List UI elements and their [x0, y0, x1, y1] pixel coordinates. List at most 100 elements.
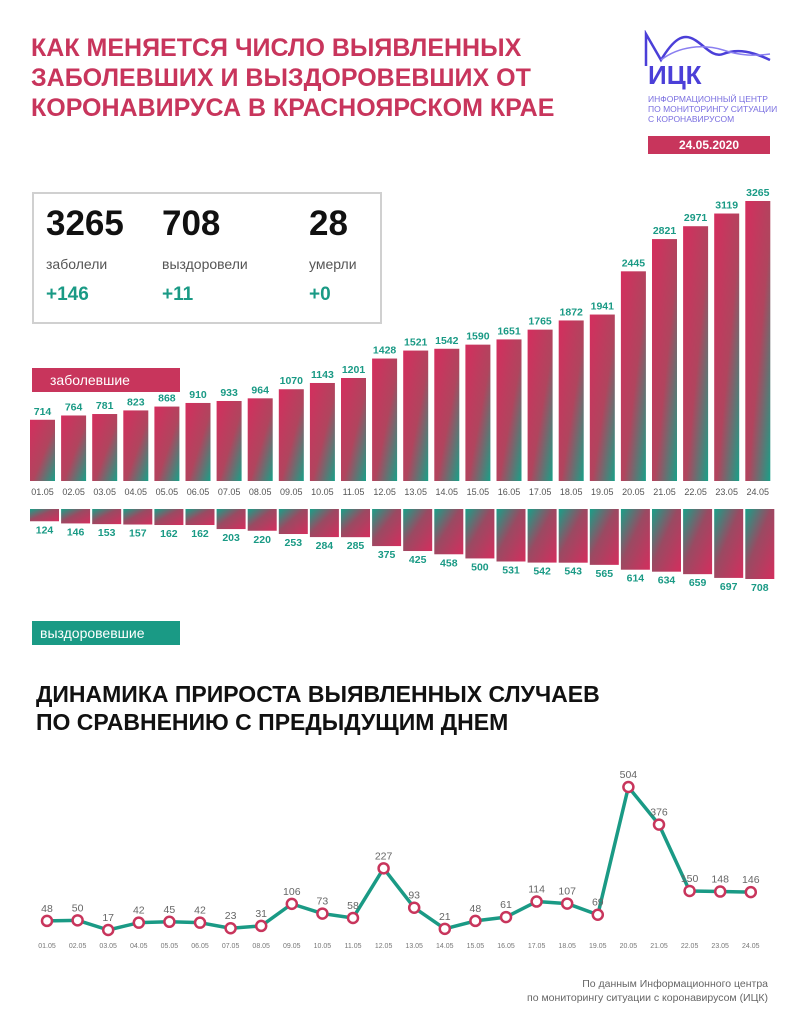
growth-point [316, 907, 329, 920]
growth-date-label: 08.05 [252, 943, 270, 950]
date-tick-label: 08.05 [249, 487, 272, 497]
growth-point [713, 885, 727, 898]
sick-bar-label: 1941 [591, 301, 615, 313]
stats-box: 3265 заболели +146 708 выздоровели +11 2… [32, 192, 382, 324]
growth-value-label: 69 [592, 897, 604, 909]
recovered-bar-label: 124 [36, 524, 54, 536]
growth-value-label: 114 [528, 884, 545, 896]
stat-recovered-change: +11 [162, 284, 194, 305]
growth-date-label: 10.05 [314, 943, 332, 950]
sick-bar [403, 350, 429, 481]
growth-date-label: 23.05 [711, 943, 729, 950]
title-line-1: КАК МЕНЯЕТСЯ ЧИСЛО ВЫЯВЛЕННЫХ [31, 34, 522, 62]
recovered-bar-label: 531 [502, 565, 520, 577]
growth-value-label: 150 [681, 873, 699, 885]
recovered-bar-label: 203 [222, 532, 240, 544]
recovered-bar [61, 509, 91, 524]
recovered-bar [745, 509, 775, 579]
stat-recovered-value: 708 [162, 204, 221, 243]
recovered-bar [216, 509, 246, 530]
growth-value-label: 31 [255, 908, 267, 920]
growth-value-label: 107 [558, 886, 576, 898]
recovered-bar [434, 509, 464, 555]
recovered-bar-label: 375 [378, 549, 396, 561]
recovered-bar-label: 284 [316, 540, 334, 552]
legend-sick: заболевшие [32, 368, 180, 392]
growth-point [622, 780, 635, 794]
recovered-bar-label: 157 [129, 528, 147, 540]
growth-date-label: 05.05 [161, 943, 179, 950]
sick-bar-label: 1542 [435, 335, 459, 347]
date-badge: 24.05.2020 [648, 136, 770, 154]
recovered-bar-label: 253 [285, 537, 303, 549]
sick-bar [652, 239, 677, 481]
sick-bar-label: 781 [96, 400, 114, 412]
growth-value-label: 48 [41, 903, 53, 915]
date-tick-label: 12.05 [373, 487, 396, 497]
sick-bar-label: 1143 [311, 369, 334, 381]
recovered-bar [558, 509, 588, 563]
growth-value-label: 504 [620, 769, 638, 781]
sick-bar [309, 382, 335, 481]
recovered-bar-label: 162 [191, 528, 209, 540]
date-tick-label: 23.05 [715, 487, 738, 497]
date-tick-label: 21.05 [653, 487, 676, 497]
sick-bar-label: 1765 [528, 316, 552, 328]
recovered-bar [652, 509, 681, 572]
sick-bar [92, 414, 118, 481]
sick-bar [341, 378, 366, 481]
growth-point [499, 910, 513, 924]
date-tick-label: 02.05 [62, 487, 85, 497]
growth-value-label: 58 [347, 900, 359, 912]
sick-bar-label: 3119 [715, 200, 738, 212]
stat-sick-change: +146 [46, 284, 89, 305]
growth-point [224, 921, 237, 935]
growth-point [377, 862, 390, 875]
sick-bar [154, 406, 180, 481]
recovered-bar [683, 509, 713, 575]
date-tick-label: 19.05 [591, 487, 614, 497]
growth-date-label: 13.05 [405, 943, 423, 950]
subtitle-line-1: ДИНАМИКА ПРИРОСТА ВЫЯВЛЕННЫХ СЛУЧАЕВ [36, 681, 600, 707]
line-chart-title: ДИНАМИКА ПРИРОСТА ВЫЯВЛЕННЫХ СЛУЧАЕВ ПО … [36, 680, 736, 736]
sick-bar [278, 389, 304, 481]
growth-point [163, 915, 176, 929]
growth-value-label: 21 [439, 911, 451, 923]
recovered-bar [465, 509, 495, 559]
growth-value-label: 45 [164, 904, 176, 916]
recovered-bar [278, 509, 308, 535]
sick-bar [496, 339, 522, 481]
growth-date-label: 24.05 [742, 943, 760, 950]
sick-bar-label: 2821 [653, 225, 677, 237]
sick-bar-label: 1590 [466, 331, 490, 343]
sick-bar [465, 344, 491, 481]
sick-bar [30, 419, 55, 481]
growth-date-label: 12.05 [375, 943, 393, 950]
recovered-bar-label: 659 [689, 577, 707, 589]
growth-date-label: 01.05 [38, 943, 56, 950]
sick-bar-label: 3265 [746, 187, 770, 199]
growth-date-label: 14.05 [436, 943, 454, 950]
date-tick-label: 24.05 [747, 487, 770, 497]
recovered-bar [527, 509, 557, 563]
sick-bar [123, 410, 149, 481]
growth-value-label: 93 [408, 890, 420, 902]
sick-bar-label: 2971 [684, 212, 708, 224]
growth-value-label: 148 [711, 874, 729, 886]
recovered-bar-label: 565 [596, 568, 614, 580]
growth-value-label: 73 [317, 896, 329, 908]
stat-sick-value: 3265 [46, 204, 124, 243]
growth-date-label: 20.05 [620, 943, 638, 950]
title-line-3: КОРОНАВИРУСА В КРАСНОЯРСКОМ КРАЕ [31, 94, 555, 122]
growth-point [71, 914, 84, 927]
date-tick-label: 09.05 [280, 487, 303, 497]
growth-point [744, 885, 758, 899]
recovered-bar-label: 614 [627, 573, 645, 585]
recovered-bar [496, 509, 526, 562]
growth-point [591, 908, 605, 921]
growth-point [254, 919, 268, 933]
growth-date-label: 21.05 [650, 943, 668, 950]
recovered-bar [185, 509, 215, 526]
recovered-bar [589, 509, 619, 565]
